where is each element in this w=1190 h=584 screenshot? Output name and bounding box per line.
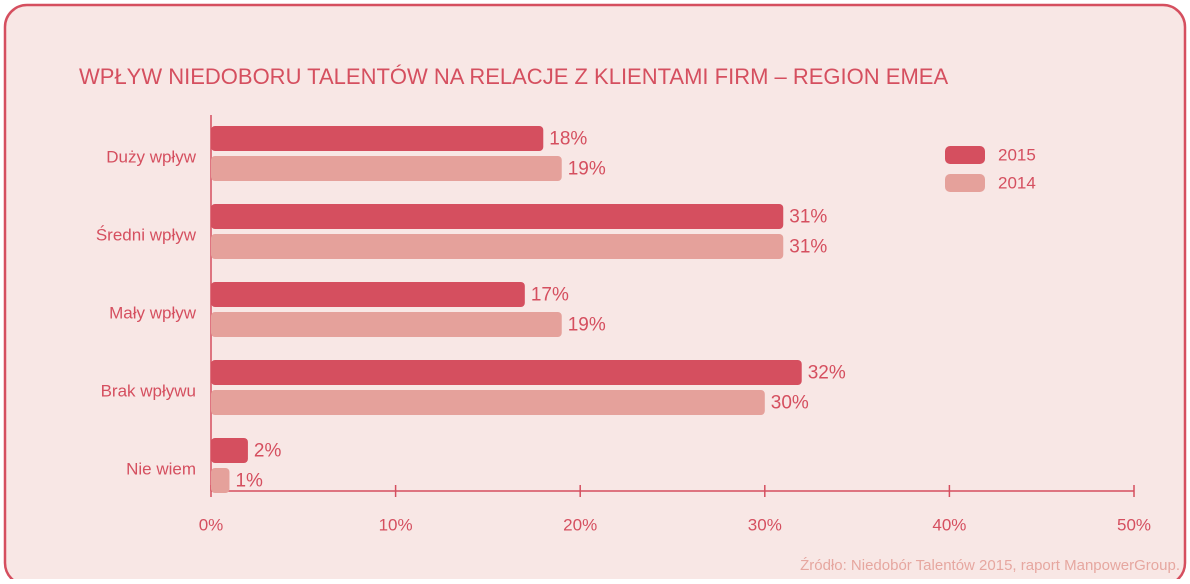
y-tick-label: Średni wpływ: [96, 225, 197, 244]
value-label: 32%: [808, 363, 846, 384]
legend-swatch: [945, 174, 985, 192]
bar: [211, 438, 248, 463]
value-label: 31%: [789, 207, 827, 228]
y-tick-label: Nie wiem: [126, 459, 196, 478]
y-tick-label: Duży wpływ: [106, 147, 196, 166]
panel: [3, 3, 1187, 584]
bar: [211, 204, 784, 229]
chart-title: WPŁYW NIEDOBORU TALENTÓW NA RELACJE Z KL…: [79, 64, 948, 89]
x-tick-label: 30%: [748, 515, 782, 534]
y-tick-label: Mały wpływ: [109, 303, 197, 322]
bar: [211, 234, 784, 259]
value-label: 17%: [531, 285, 569, 306]
legend-swatch: [945, 146, 985, 164]
value-label: 1%: [235, 471, 263, 492]
value-label: 31%: [789, 237, 827, 258]
legend-label: 2015: [998, 145, 1036, 164]
y-tick-label: Brak wpływu: [101, 381, 196, 400]
value-label: 18%: [549, 129, 587, 150]
bar: [211, 282, 525, 307]
x-tick-label: 10%: [379, 515, 413, 534]
bar: [211, 360, 802, 385]
x-tick-label: 50%: [1117, 515, 1151, 534]
source: Źródło: Niedobór Talentów 2015, raport M…: [800, 557, 1180, 574]
value-label: 2%: [254, 441, 282, 462]
value-label: 19%: [568, 159, 606, 180]
bar: [211, 126, 544, 151]
x-tick-label: 0%: [199, 515, 224, 534]
bar: [211, 468, 230, 493]
legend-label: 2014: [998, 173, 1036, 192]
value-label: 19%: [568, 315, 606, 336]
x-tick-label: 20%: [563, 515, 597, 534]
value-label: 30%: [771, 393, 809, 414]
bar: [211, 390, 765, 415]
x-tick-label: 40%: [932, 515, 966, 534]
bar: [211, 156, 562, 181]
bar: [211, 312, 562, 337]
